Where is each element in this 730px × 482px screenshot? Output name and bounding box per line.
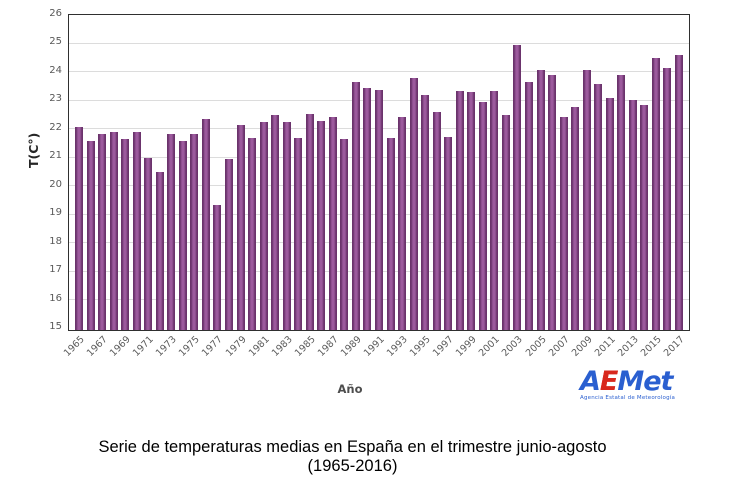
bar-1993 xyxy=(398,116,407,330)
bar-1989 xyxy=(351,82,360,330)
plot-area xyxy=(68,14,690,331)
aemet-letter-a: A xyxy=(580,366,601,397)
bar-2011 xyxy=(605,98,614,330)
aemet-logo-subtitle: Agencia Estatal de Meteorología xyxy=(580,395,676,401)
bar-2001 xyxy=(490,90,499,330)
bar-1997 xyxy=(444,136,453,330)
bar-1970 xyxy=(132,132,141,330)
bar-1976 xyxy=(201,119,210,330)
bar-1978 xyxy=(225,159,233,330)
bar-2003 xyxy=(513,45,522,330)
bar-1998 xyxy=(455,90,464,330)
bar-2004 xyxy=(525,82,533,330)
y-tick-label-17: 17 xyxy=(49,264,62,276)
y-tick-label-20: 20 xyxy=(49,178,62,190)
bar-1984 xyxy=(294,137,303,330)
bar-2014 xyxy=(640,105,649,330)
y-tick-label-22: 22 xyxy=(49,121,62,133)
y-tick-label-19: 19 xyxy=(49,207,62,219)
bar-1975 xyxy=(190,133,199,330)
bar-1982 xyxy=(271,115,280,330)
bar-1991 xyxy=(375,89,383,330)
bar-1979 xyxy=(236,125,245,330)
bar-1994 xyxy=(409,78,418,330)
bar-2008 xyxy=(571,106,580,330)
y-tick-label-24: 24 xyxy=(49,64,62,76)
bar-1968 xyxy=(109,132,118,330)
bar-1995 xyxy=(421,95,430,330)
bar-1977 xyxy=(213,204,222,330)
bar-1988 xyxy=(340,139,349,330)
caption-line-1: Serie de temperaturas medias en España e… xyxy=(98,438,607,456)
bar-1986 xyxy=(317,120,326,330)
aemet-logo: AEMet Agencia Estatal de Meteorología xyxy=(580,368,700,410)
bar-1990 xyxy=(363,88,372,330)
bar-1981 xyxy=(259,122,268,330)
x-axis-title: Año xyxy=(337,382,363,396)
bar-1999 xyxy=(467,92,476,330)
y-tick-label-16: 16 xyxy=(49,292,62,304)
bar-1973 xyxy=(167,133,176,330)
bar-1966 xyxy=(86,140,95,330)
bar-2010 xyxy=(594,83,603,330)
caption-line-2: (1965-2016) xyxy=(307,457,398,475)
bar-2009 xyxy=(582,69,591,330)
aemet-logo-word: AEMet xyxy=(580,366,673,397)
aemet-letter-e: E xyxy=(599,366,618,397)
bar-2012 xyxy=(617,75,626,330)
bar-2006 xyxy=(548,75,557,330)
bar-2017 xyxy=(675,55,683,330)
bar-2015 xyxy=(651,58,660,330)
bar-2016 xyxy=(663,68,672,330)
bar-1992 xyxy=(386,137,395,330)
bar-1987 xyxy=(328,116,337,330)
bar-1983 xyxy=(282,122,291,330)
bar-1965 xyxy=(75,126,83,330)
y-tick-label-26: 26 xyxy=(49,8,62,19)
y-tick-label-25: 25 xyxy=(49,36,62,48)
y-tick-label-21: 21 xyxy=(49,150,62,162)
bar-2002 xyxy=(501,115,510,330)
bar-2000 xyxy=(478,102,487,330)
caption: Serie de temperaturas medias en España e… xyxy=(0,438,705,476)
bar-2005 xyxy=(536,69,545,330)
y-tick-label-15: 15 xyxy=(49,321,62,332)
y-tick-label-23: 23 xyxy=(49,93,62,105)
bar-1969 xyxy=(121,139,130,330)
aemet-letters-met: Met xyxy=(617,366,673,397)
bar-1980 xyxy=(248,137,257,330)
gridline-25 xyxy=(69,42,689,44)
bar-1985 xyxy=(305,113,314,330)
bar-1974 xyxy=(178,140,187,330)
bar-2013 xyxy=(628,99,637,330)
y-tick-label-18: 18 xyxy=(49,235,62,247)
bar-1972 xyxy=(155,172,164,330)
gridline-24 xyxy=(69,71,689,73)
bar-1967 xyxy=(98,133,107,330)
bar-2007 xyxy=(559,116,568,330)
bar-1971 xyxy=(144,157,153,330)
bar-1996 xyxy=(432,112,441,330)
